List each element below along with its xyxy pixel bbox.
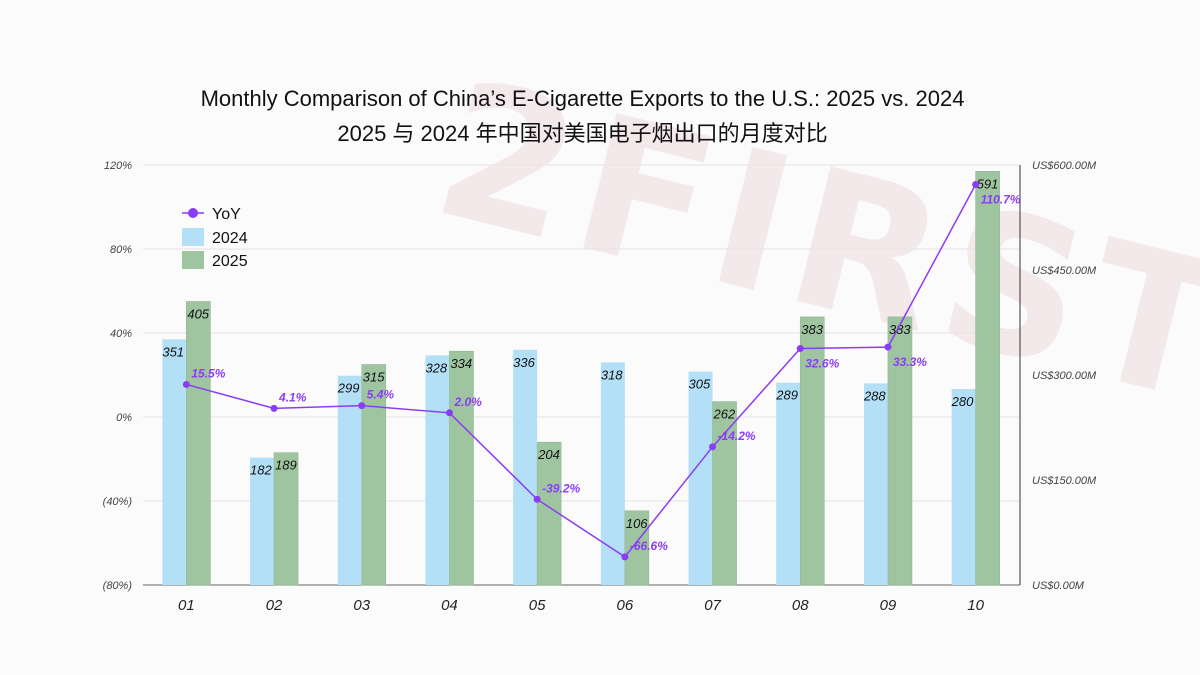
yoy-point: [358, 402, 366, 410]
right-axis-tick-label: US$300.00M: [1032, 370, 1097, 382]
bar-2024: [863, 383, 888, 585]
left-axis-tick-label: 120%: [104, 160, 132, 172]
yoy-data-label: 5.4%: [367, 388, 395, 402]
bar-value-label: 299: [337, 381, 360, 396]
yoy-point: [445, 409, 453, 417]
bar-value-label: 591: [977, 176, 999, 191]
left-axis-tick-label: (40%): [103, 496, 133, 508]
bar-value-label: 315: [363, 370, 385, 385]
yoy-point: [796, 345, 804, 353]
chart-subtitle: 2025 与 2024 年中国对美国电子烟出口的月度对比: [337, 121, 828, 146]
x-tick-label: 01: [178, 597, 195, 614]
bar-2025: [186, 301, 211, 586]
bar-2024: [250, 457, 275, 585]
bar-2024: [776, 382, 801, 585]
x-tick-label: 03: [353, 597, 370, 614]
left-axis-tick-label: 80%: [110, 244, 132, 256]
bar-2024: [337, 375, 362, 585]
bar-value-label: 106: [626, 516, 648, 531]
legend-label: YoY: [212, 206, 241, 223]
bar-2025: [887, 316, 913, 586]
bar-2025: [712, 401, 737, 586]
bar-value-label: 336: [513, 355, 535, 370]
right-axis-tick-label: US$450.00M: [1032, 265, 1097, 277]
bar-2025: [449, 350, 474, 586]
bar-2024: [688, 371, 713, 585]
bar-2024: [513, 349, 538, 585]
yoy-data-label: 2.0%: [453, 395, 482, 409]
x-tick-label: 08: [792, 597, 809, 614]
right-axis-tick-label: US$150.00M: [1032, 475, 1097, 487]
yoy-point: [533, 495, 541, 503]
bar-value-label: 204: [537, 447, 560, 462]
yoy-data-label: -14.2%: [718, 429, 756, 443]
chart-title: Monthly Comparison of China’s E-Cigarett…: [200, 86, 965, 111]
bar-2024: [951, 389, 976, 585]
bar-value-label: 189: [275, 458, 297, 473]
yoy-point: [270, 404, 278, 412]
yoy-data-label: 32.6%: [805, 357, 839, 371]
legend-label: 2024: [212, 230, 248, 247]
bar-2025: [624, 510, 650, 586]
legend-yoy-marker-icon: [188, 208, 198, 218]
yoy-point: [621, 553, 629, 561]
x-tick-label: 02: [266, 597, 283, 614]
bar-2024: [600, 362, 625, 585]
x-tick-label: 06: [617, 597, 634, 614]
yoy-data-label: -39.2%: [542, 481, 580, 495]
left-axis-tick-label: 40%: [110, 328, 132, 340]
yoy-data-label: -66.6%: [630, 539, 668, 553]
bar-value-label: 318: [601, 367, 623, 382]
left-axis-tick-label: 0%: [116, 412, 132, 424]
yoy-point: [972, 181, 980, 189]
bar-value-label: 305: [689, 377, 711, 392]
yoy-data-label: 4.1%: [278, 390, 307, 404]
bar-value-label: 405: [187, 307, 209, 322]
yoy-point: [182, 380, 190, 388]
bar-2025: [975, 171, 1000, 586]
x-tick-label: 05: [529, 597, 546, 614]
legend-2024-swatch: [182, 228, 204, 246]
x-tick-label: 07: [704, 597, 721, 614]
x-tick-label: 10: [967, 597, 984, 614]
legend-2025-swatch: [182, 251, 204, 269]
left-axis-tick-label: (80%): [103, 580, 133, 592]
bar-2024: [425, 355, 450, 585]
bar-value-label: 334: [450, 356, 472, 371]
bar-value-label: 289: [775, 388, 798, 403]
bar-2025: [799, 316, 825, 586]
yoy-data-label: 33.3%: [893, 355, 927, 369]
bar-value-label: 383: [889, 322, 911, 337]
bar-2025: [361, 364, 387, 586]
bar-value-label: 262: [713, 407, 736, 422]
yoy-data-label: 15.5%: [191, 366, 225, 380]
bar-2025: [273, 452, 299, 586]
right-axis-tick-label: US$600.00M: [1032, 160, 1097, 172]
bar-value-label: 383: [801, 322, 823, 337]
bar-value-label: 182: [250, 463, 272, 478]
bar-2025: [536, 441, 562, 586]
yoy-line: [186, 184, 977, 558]
bar-value-label: 280: [951, 394, 974, 409]
bar-value-label: 351: [162, 344, 184, 359]
bar-value-label: 328: [425, 360, 447, 375]
bar-value-label: 288: [863, 388, 886, 403]
yoy-point: [709, 443, 717, 451]
yoy-data-label: 110.7%: [981, 193, 1021, 207]
x-tick-label: 04: [441, 597, 458, 614]
legend-label: 2025: [212, 253, 248, 270]
x-tick-label: 09: [880, 597, 897, 614]
bar-2024: [162, 339, 187, 585]
yoy-point: [884, 343, 892, 351]
right-axis-tick-label: US$0.00M: [1032, 580, 1085, 592]
